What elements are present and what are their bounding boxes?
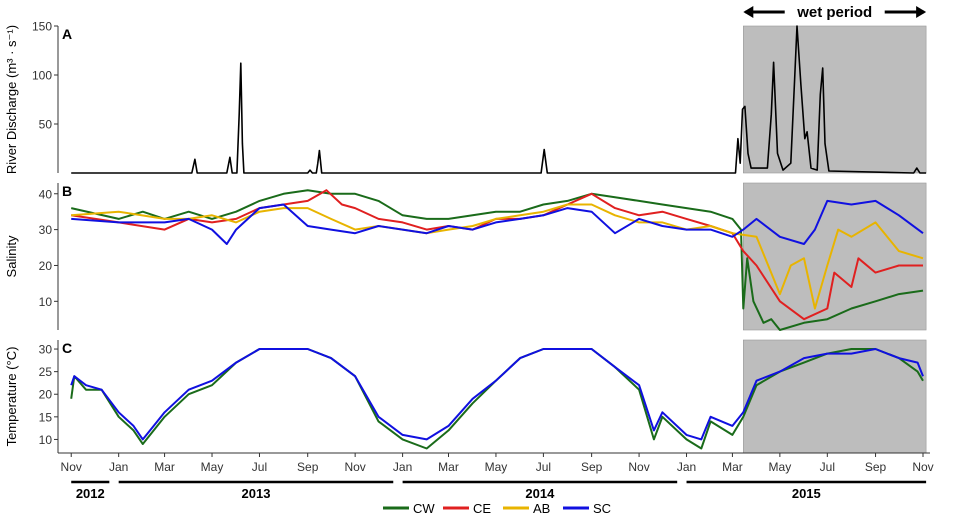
axis-labels: wet period 50 100 150 A River Discharge (m³ ·… <box>4 4 934 501</box>
y-tick-label: 40 <box>39 187 53 201</box>
y-axis-label: Temperature (°C) <box>4 347 19 447</box>
legend-label-ce: CE <box>473 501 491 516</box>
wet-period-band-0 <box>743 25 927 174</box>
y-tick-label: 150 <box>32 20 52 34</box>
y-tick-label: 30 <box>39 223 53 237</box>
y-axis-label: River Discharge (m³ · s⁻¹) <box>4 25 19 174</box>
y-tick-label: 50 <box>39 118 53 132</box>
y-tick-label: 20 <box>39 259 53 273</box>
y-tick-label: 10 <box>39 295 53 309</box>
year-label: 2013 <box>242 486 271 501</box>
x-tick-label: Nov <box>344 460 365 474</box>
y-tick-label: 20 <box>39 388 53 402</box>
year-label: 2014 <box>525 486 555 501</box>
y-tick-label: 25 <box>39 365 53 379</box>
y-axis-label: Salinity <box>4 235 19 277</box>
series-line-sc <box>71 199 924 245</box>
series-line-sc <box>70 348 924 441</box>
year-label: 2012 <box>76 486 105 501</box>
x-tick-label: Jan <box>109 460 128 474</box>
x-tick-label: Mar <box>438 460 459 474</box>
wet-period-band-2 <box>743 339 927 454</box>
x-tick-label: Jan <box>393 460 412 474</box>
legend-label-sc: SC <box>593 501 611 516</box>
y-tick-label: 100 <box>32 69 52 83</box>
x-tick-label: Nov <box>912 460 933 474</box>
y-tick-label: 30 <box>39 343 53 357</box>
legend: CW CE AB SC <box>383 501 611 516</box>
x-tick-label: Mar <box>154 460 175 474</box>
wet-period-band-1 <box>743 182 927 331</box>
year-label: 2015 <box>792 486 821 501</box>
panel-letter: B <box>62 183 72 199</box>
series-line-cw <box>70 189 924 331</box>
x-tick-label: Jan <box>677 460 696 474</box>
panel-letter: C <box>62 340 72 356</box>
x-tick-label: Jul <box>536 460 551 474</box>
x-tick-label: Sep <box>297 460 319 474</box>
x-tick-label: Jul <box>820 460 835 474</box>
axes <box>54 6 930 484</box>
series-line-ab <box>71 203 924 310</box>
wet-period-shading <box>743 25 927 454</box>
x-tick-label: May <box>485 460 508 474</box>
x-tick-label: May <box>201 460 224 474</box>
x-tick-label: May <box>769 460 792 474</box>
x-tick-label: Nov <box>628 460 649 474</box>
legend-label-cw: CW <box>413 501 435 516</box>
wet-period-label: wet period <box>796 4 872 21</box>
x-tick-label: Sep <box>865 460 887 474</box>
wet-period-arrowhead-left <box>743 6 754 18</box>
legend-label-ab: AB <box>533 501 550 516</box>
wet-period-arrowhead-right <box>916 6 927 18</box>
x-tick-label: Jul <box>252 460 267 474</box>
x-tick-label: Nov <box>61 460 82 474</box>
y-tick-label: 15 <box>39 410 53 424</box>
series-lines <box>70 25 927 450</box>
x-tick-label: Sep <box>581 460 603 474</box>
y-tick-label: 10 <box>39 433 53 447</box>
x-tick-label: Mar <box>722 460 743 474</box>
series-line <box>71 25 927 174</box>
panel-letter: A <box>62 26 72 42</box>
